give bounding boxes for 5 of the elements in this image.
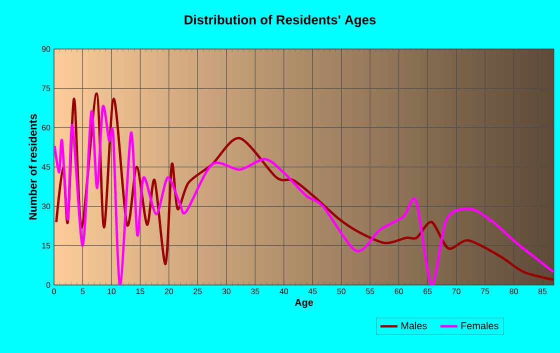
y-axis-title: Number of residents (28, 114, 37, 220)
x-axis-title: Age (294, 299, 314, 308)
legend-label: Males (401, 322, 427, 330)
legend-label: Females (461, 322, 498, 330)
chart-title: Distribution of Residents' Ages (184, 14, 376, 28)
